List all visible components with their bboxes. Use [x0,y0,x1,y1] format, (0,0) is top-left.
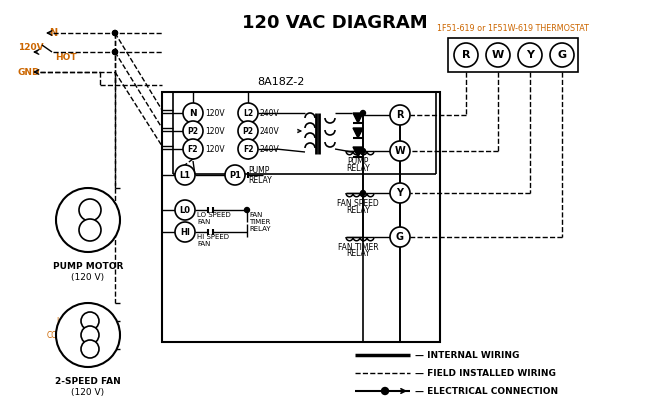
Text: PUMP: PUMP [347,157,368,166]
Text: P1: P1 [229,171,241,179]
Circle shape [238,139,258,159]
Circle shape [56,303,120,367]
Circle shape [381,388,389,395]
Text: 240V: 240V [260,145,280,153]
Text: HI SPEED: HI SPEED [197,234,229,240]
Text: F2: F2 [243,145,253,153]
Text: L2: L2 [243,109,253,117]
Text: HOT: HOT [55,52,76,62]
Text: — INTERNAL WIRING: — INTERNAL WIRING [415,351,519,360]
Text: 120V: 120V [205,109,224,117]
Circle shape [56,188,120,252]
Text: P2: P2 [188,127,198,135]
Text: F2: F2 [188,145,198,153]
Circle shape [175,222,195,242]
Text: HI: HI [180,228,190,236]
Circle shape [225,165,245,185]
Circle shape [518,43,542,67]
Circle shape [245,207,249,212]
Circle shape [238,121,258,141]
Circle shape [360,191,366,196]
Circle shape [183,121,203,141]
Text: LO SPEED: LO SPEED [197,212,230,218]
Text: L0: L0 [180,205,190,215]
Text: RELAY: RELAY [346,249,370,259]
Circle shape [238,103,258,123]
Text: PUMP: PUMP [248,166,269,174]
Circle shape [390,105,410,125]
Text: P2: P2 [243,127,253,135]
Circle shape [486,43,510,67]
Text: R: R [396,110,404,120]
Circle shape [113,49,117,54]
Text: 8A18Z-2: 8A18Z-2 [257,77,305,87]
Text: RELAY: RELAY [346,205,370,215]
Circle shape [390,141,410,161]
Circle shape [81,312,99,330]
Circle shape [79,219,101,241]
Circle shape [360,148,366,153]
Polygon shape [353,128,363,138]
Circle shape [81,340,99,358]
Text: G: G [396,232,404,242]
Text: 240V: 240V [260,109,280,117]
Circle shape [360,111,366,116]
Text: N: N [189,109,197,117]
Text: FAN TIMER: FAN TIMER [338,243,379,251]
Text: N: N [49,28,57,38]
Text: COM: COM [46,331,64,339]
Text: RELAY: RELAY [346,163,370,173]
Text: (120 V): (120 V) [72,273,105,282]
Text: FAN SPEED: FAN SPEED [337,199,379,207]
Text: RELAY: RELAY [249,226,271,232]
Text: 120V: 120V [205,127,224,135]
Text: LO: LO [56,316,66,326]
Text: GND: GND [18,67,40,77]
Text: FAN: FAN [249,212,263,218]
Circle shape [113,31,117,36]
Bar [448,38,578,72]
Text: (120 V): (120 V) [72,388,105,397]
Text: RELAY: RELAY [248,176,272,184]
Circle shape [183,103,203,123]
Text: 120 VAC DIAGRAM: 120 VAC DIAGRAM [242,14,428,32]
Text: TIMER: TIMER [249,219,271,225]
Text: — FIELD INSTALLED WIRING: — FIELD INSTALLED WIRING [415,368,556,378]
Text: 1F51-619 or 1F51W-619 THERMOSTAT: 1F51-619 or 1F51W-619 THERMOSTAT [437,24,589,33]
Text: HI: HI [58,344,66,354]
Text: L1: L1 [180,171,190,179]
Circle shape [550,43,574,67]
Text: 120V: 120V [205,145,224,153]
Text: W: W [492,50,504,60]
Bar [162,92,440,342]
Polygon shape [353,113,363,123]
Circle shape [183,139,203,159]
Text: R: R [462,50,470,60]
Text: PUMP MOTOR: PUMP MOTOR [53,262,123,271]
Polygon shape [353,147,363,157]
Text: — ELECTRICAL CONNECTION: — ELECTRICAL CONNECTION [415,386,558,396]
Text: Y: Y [526,50,534,60]
Text: FAN: FAN [197,219,210,225]
Circle shape [113,49,117,54]
Circle shape [79,199,101,221]
Circle shape [175,200,195,220]
Text: 2-SPEED FAN: 2-SPEED FAN [55,377,121,386]
Circle shape [454,43,478,67]
Circle shape [113,31,117,36]
Circle shape [81,326,99,344]
Text: 120V: 120V [18,42,44,52]
Text: W: W [395,146,405,156]
Circle shape [175,165,195,185]
Text: 240V: 240V [260,127,280,135]
Circle shape [390,227,410,247]
Text: G: G [557,50,567,60]
Text: Y: Y [397,188,403,198]
Text: FAN: FAN [197,241,210,247]
Circle shape [390,183,410,203]
